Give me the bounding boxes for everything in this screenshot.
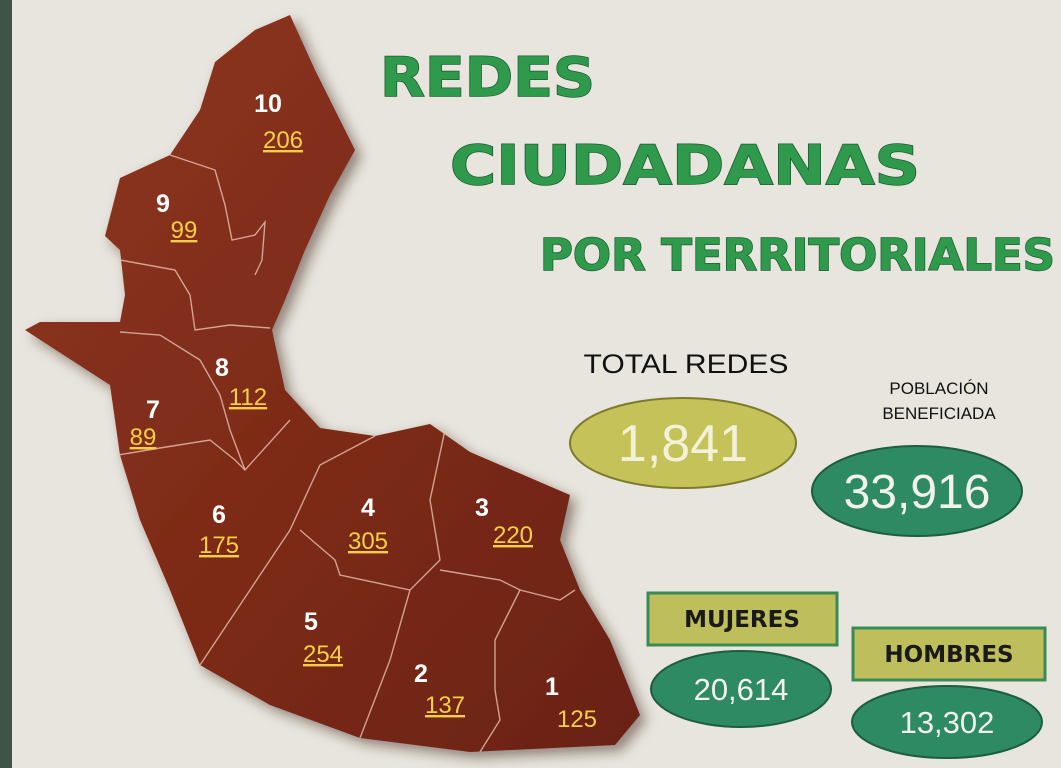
territory-number: 5 — [304, 608, 318, 636]
population-ellipse — [811, 445, 1023, 537]
territory-number: 4 — [361, 494, 375, 522]
region-border — [119, 259, 271, 331]
men-value: 13,302 — [900, 705, 995, 740]
territory-count: 125 — [557, 706, 597, 733]
territory-count: 89 — [130, 424, 157, 451]
region-border — [479, 589, 521, 753]
region-border — [169, 154, 266, 276]
territory-count: 137 — [425, 692, 465, 719]
territory-number: 7 — [146, 396, 160, 424]
total-label: TOTAL REDES — [584, 349, 789, 379]
territory-number: 1 — [545, 673, 559, 701]
map: 10 206 9 99 8 112 7 89 6 175 4 305 3 220… — [25, 15, 640, 753]
region-border — [119, 331, 246, 471]
territory-count: 254 — [303, 641, 343, 668]
men-ellipse — [851, 685, 1043, 759]
territory-count: 220 — [493, 522, 533, 549]
total-value: 1,841 — [618, 415, 748, 473]
territory-count: 305 — [348, 528, 388, 555]
region-border — [199, 435, 376, 666]
territory-number: 9 — [156, 190, 170, 218]
women-box — [646, 591, 839, 647]
women-ellipse — [650, 650, 832, 728]
population-label: BENEFICIADA — [882, 404, 996, 423]
territory-number: 8 — [215, 354, 229, 382]
region-border — [359, 589, 411, 739]
total-ellipse — [569, 397, 797, 489]
territory-count: 206 — [263, 127, 303, 154]
territory-count: 175 — [199, 532, 239, 559]
women-label: MUJERES — [684, 607, 800, 633]
title-line: REDES — [380, 46, 595, 109]
men-box — [851, 626, 1047, 682]
map-shape — [25, 15, 640, 752]
men-label: HOMBRES — [884, 642, 1013, 668]
women-value: 20,614 — [694, 672, 789, 707]
territory-count: 99 — [171, 217, 198, 244]
title-line: CIUDADANAS — [450, 134, 920, 197]
population-value: 33,916 — [844, 466, 991, 519]
territory-number: 6 — [212, 501, 226, 529]
title-line: POR TERRITORIALES — [540, 230, 1055, 281]
side-strip — [0, 0, 12, 768]
territory-number: 10 — [254, 90, 282, 118]
territory-number: 3 — [475, 494, 489, 522]
territory-number: 2 — [414, 660, 428, 688]
territory-count: 112 — [229, 384, 267, 411]
region-border — [117, 419, 291, 472]
population-label: POBLACIÓN — [889, 379, 988, 398]
